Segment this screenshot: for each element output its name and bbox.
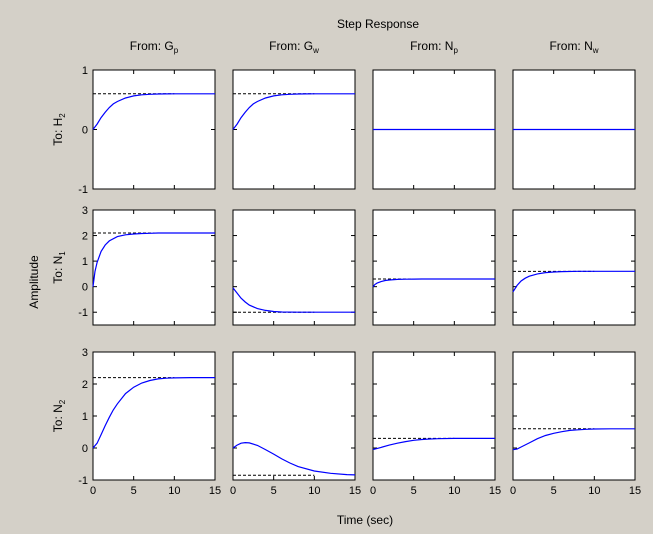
ytick-label-r0c0-1: 1: [82, 65, 88, 77]
ytick-label-r0c0--1: -1: [78, 184, 88, 196]
axes-r0c1: [232, 69, 356, 190]
row-label-0: To: H2: [51, 113, 67, 146]
figure-title: Step Response: [337, 17, 419, 31]
axes-r1c2: [372, 209, 496, 326]
axes-r2c3: [512, 351, 636, 481]
response-curve-r2c2: [372, 437, 495, 451]
row-label-1: To: N1: [51, 251, 67, 284]
ytick-label-r2c0-2: 2: [82, 379, 88, 391]
response-curve-r0c1: [232, 93, 355, 130]
ytick-label-r1c0-0: 0: [82, 282, 88, 294]
xtick-label-r2c1-10: 10: [308, 485, 320, 497]
response-curve-r1c3: [512, 270, 635, 293]
column-header-3: From: Nw: [549, 39, 598, 55]
ytick-label-r1c0--1: -1: [78, 307, 88, 319]
response-curve-r0c0: [92, 93, 215, 130]
x-axis-label: Time (sec): [337, 513, 393, 527]
column-header-0: From: Gp: [130, 39, 179, 55]
xtick-label-r2c2-15: 15: [489, 485, 501, 497]
ytick-label-r1c0-1: 1: [82, 256, 88, 268]
ytick-label-r2c0-1: 1: [82, 411, 88, 423]
xtick-label-r2c0-10: 10: [168, 485, 180, 497]
xtick-label-r2c2-0: 0: [370, 485, 376, 497]
subplot-grid: From: Gp From: Gw From: Np From: Nw To: H2 To…: [51, 39, 641, 497]
xtick-label-r2c1-15: 15: [349, 485, 361, 497]
ytick-label-r1c0-3: 3: [82, 205, 88, 217]
y-axis-label: Amplitude: [27, 255, 41, 309]
axes-r2c2: [372, 351, 496, 481]
xtick-label-r2c3-0: 0: [510, 485, 516, 497]
ytick-label-r0c0-0: 0: [82, 125, 88, 137]
axes-r1c1: [232, 209, 356, 326]
axes-r1c3: [512, 209, 636, 326]
response-curve-r2c1: [232, 441, 356, 476]
xtick-label-r2c3-5: 5: [551, 485, 557, 497]
xtick-label-r2c3-15: 15: [629, 485, 641, 497]
ytick-label-r1c0-2: 2: [82, 231, 88, 243]
xtick-label-r2c1-0: 0: [230, 485, 236, 497]
xtick-label-r2c0-15: 15: [209, 485, 221, 497]
response-curve-r1c0: [92, 232, 215, 287]
response-curve-r2c3: [512, 428, 635, 451]
response-curve-r1c2: [372, 278, 495, 288]
xtick-label-r2c2-5: 5: [411, 485, 417, 497]
axes-r1c0: [92, 209, 216, 326]
xtick-label-r2c3-10: 10: [588, 485, 600, 497]
ytick-label-r2c0-3: 3: [82, 347, 88, 359]
column-header-1: From: Gw: [269, 39, 319, 55]
row-label-2: To: N2: [51, 399, 67, 432]
xtick-label-r2c1-5: 5: [271, 485, 277, 497]
column-header-2: From: Np: [410, 39, 458, 55]
ytick-label-r2c0-0: 0: [82, 443, 88, 455]
axes-r2c1: [232, 351, 356, 481]
axes-r0c0: [92, 69, 216, 190]
ytick-label-r2c0--1: -1: [78, 475, 88, 487]
axes-r2c0: [92, 351, 216, 481]
response-curve-r1c1: [232, 287, 355, 313]
response-curve-r2c0: [92, 377, 215, 449]
xtick-label-r2c2-10: 10: [448, 485, 460, 497]
xtick-label-r2c0-5: 5: [131, 485, 137, 497]
xtick-label-r2c0-0: 0: [90, 485, 96, 497]
